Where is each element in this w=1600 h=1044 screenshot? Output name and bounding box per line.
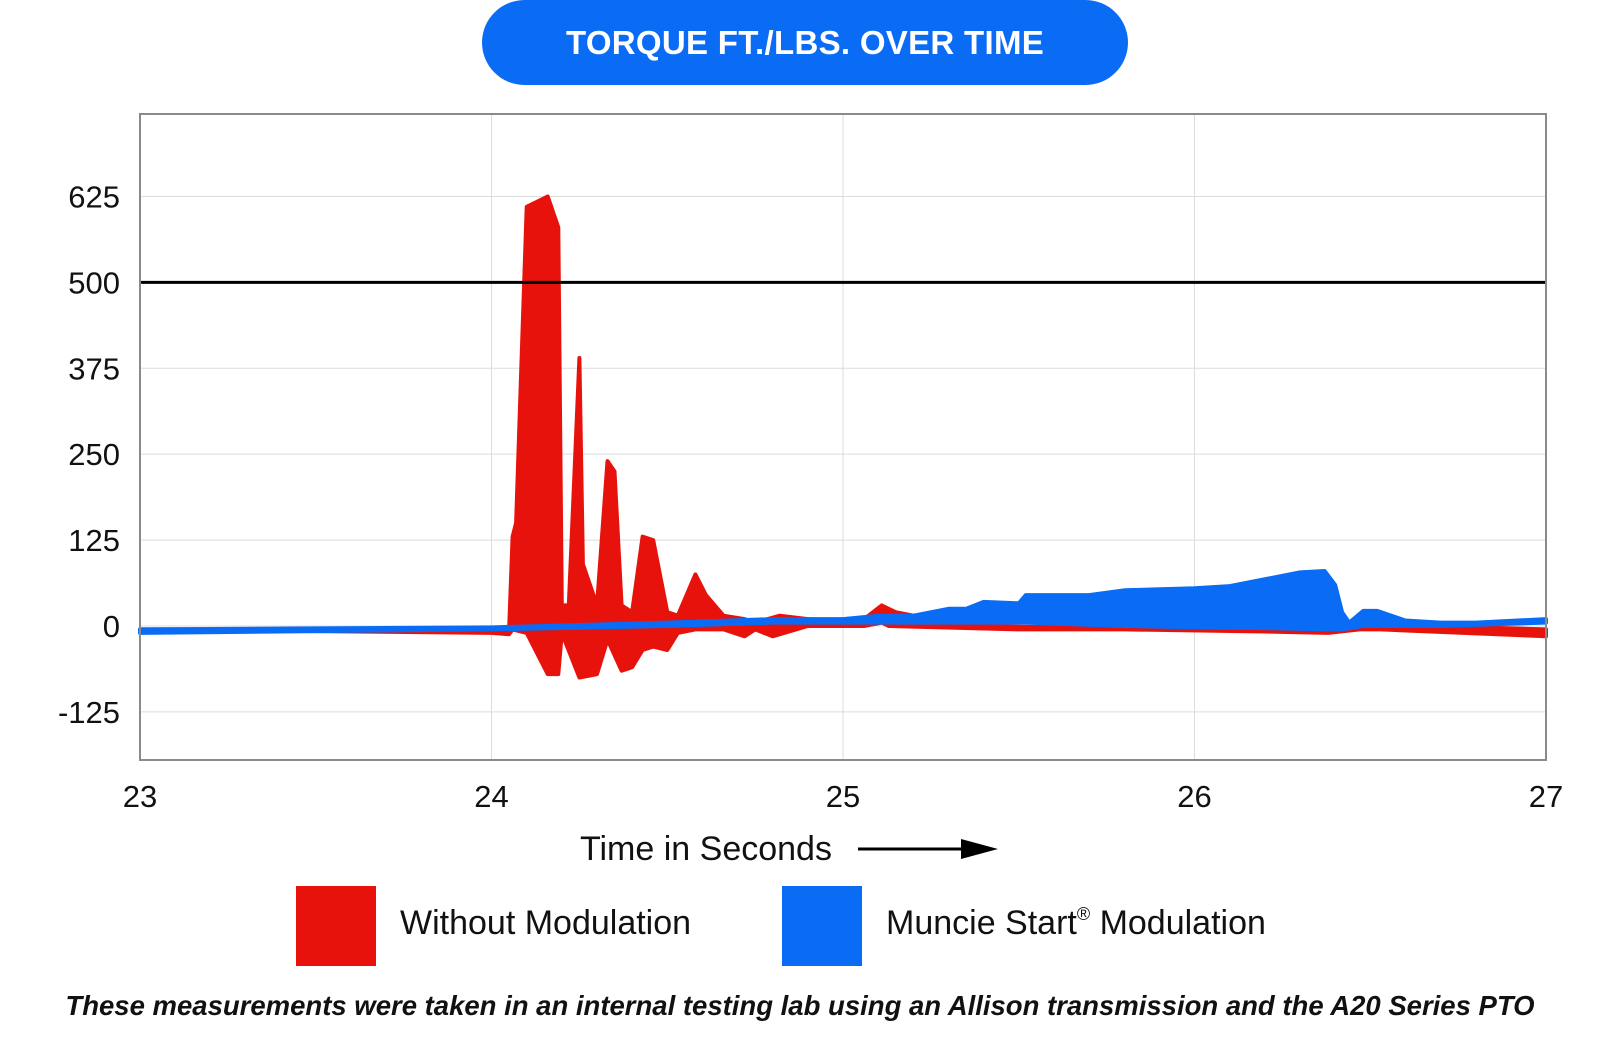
torque-chart: 625 500 375 250 125 0 -125 23 24 25 26 27 — [58, 113, 1563, 814]
legend-swatch-without-modulation — [296, 886, 376, 966]
legend-label-muncie-start: Muncie Start® Modulation — [886, 904, 1266, 943]
legend-label-muncie-start-rest: Modulation — [1090, 904, 1266, 942]
legend-swatch-muncie-start — [782, 886, 862, 966]
x-axis-label: Time in Seconds — [580, 829, 832, 868]
footnote: These measurements were taken in an inte… — [65, 990, 1535, 1021]
x-tick-label-3: 26 — [1177, 779, 1211, 814]
legend-label-without-modulation: Without Modulation — [400, 904, 692, 942]
series-band-1 — [138, 569, 1548, 635]
arrow-right-icon — [857, 839, 998, 859]
y-tick-label-1: 500 — [68, 265, 120, 300]
y-tick-label-0: 625 — [68, 179, 120, 214]
y-tick-label-2: 375 — [68, 351, 120, 386]
y-axis-ticks: 625 500 375 250 125 0 -125 — [58, 179, 120, 729]
legend: Without Modulation Muncie Start® Modulat… — [0, 886, 1600, 966]
chart-title: TORQUE FT./LBS. OVER TIME — [482, 0, 1128, 85]
plot-frame — [139, 113, 1547, 761]
x-axis-label-group: Time in Seconds — [580, 826, 1026, 872]
y-tick-label-4: 125 — [68, 523, 120, 558]
y-tick-label-5: 0 — [103, 609, 120, 644]
series-layer — [138, 194, 1548, 680]
x-axis-ticks: 23 24 25 26 27 — [123, 779, 1563, 814]
y-tick-label-6: -125 — [58, 695, 120, 730]
x-tick-label-4: 27 — [1529, 779, 1563, 814]
registered-mark: ® — [1076, 904, 1091, 924]
x-tick-label-2: 25 — [826, 779, 860, 814]
gridlines — [139, 114, 1547, 760]
y-tick-label-3: 250 — [68, 437, 120, 472]
x-tick-label-1: 24 — [474, 779, 508, 814]
x-tick-label-0: 23 — [123, 779, 157, 814]
legend-label-muncie-start-main: Muncie Start — [886, 904, 1077, 942]
